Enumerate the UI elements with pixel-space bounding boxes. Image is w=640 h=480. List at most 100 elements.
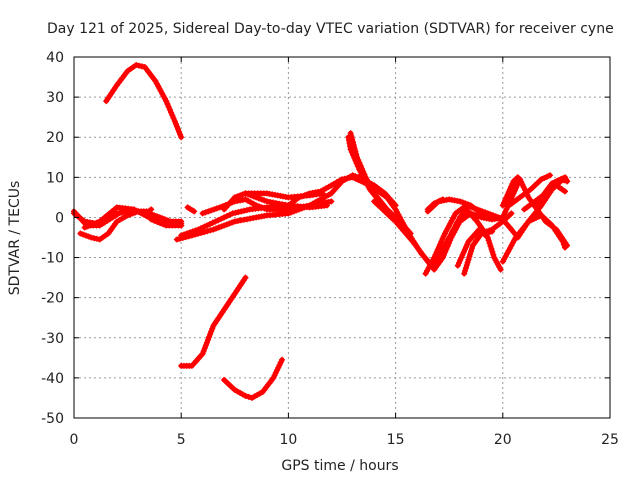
- data-point: [463, 243, 470, 250]
- data-point: [202, 342, 209, 349]
- x-tick-label: 15: [387, 432, 405, 448]
- trace-arc-11: [184, 204, 198, 215]
- y-tick-label: -50: [41, 411, 64, 427]
- data-point: [355, 177, 362, 183]
- data-point: [229, 219, 236, 226]
- data-point: [511, 187, 518, 194]
- data-point: [484, 234, 491, 241]
- data-point: [201, 345, 208, 352]
- data-point: [177, 131, 184, 138]
- y-tick-label: 0: [55, 210, 64, 226]
- data-point: [235, 209, 242, 216]
- y-tick-label: 40: [46, 50, 64, 66]
- data-point: [81, 224, 88, 231]
- data-point: [258, 204, 265, 211]
- y-tick-label: -30: [41, 331, 64, 347]
- data-point: [456, 259, 462, 266]
- x-axis-label: GPS time / hours: [281, 458, 398, 474]
- data-point: [84, 223, 91, 230]
- data-point: [88, 234, 95, 241]
- y-tick-label: 30: [46, 90, 64, 106]
- data-point: [213, 205, 220, 212]
- trace-line: [103, 62, 184, 140]
- y-tick-labels: -50 -40 -30 -20 -10 0 10 20 30 40: [41, 50, 64, 427]
- data-point: [454, 262, 461, 269]
- data-point: [348, 133, 355, 140]
- data-point: [242, 392, 249, 399]
- data-point: [206, 334, 213, 340]
- data-point: [538, 176, 545, 183]
- data-point: [350, 142, 357, 149]
- data-point: [285, 210, 292, 217]
- data-point: [255, 203, 262, 210]
- data-point: [497, 266, 504, 273]
- data-point: [357, 162, 364, 169]
- data-point: [154, 218, 161, 225]
- data-point: [459, 199, 466, 206]
- data-point: [258, 196, 265, 203]
- data-point: [189, 228, 196, 235]
- data-point: [298, 205, 305, 212]
- y-tick-label: -10: [41, 251, 64, 267]
- data-point: [201, 223, 208, 230]
- data-point: [528, 217, 535, 224]
- data-point: [93, 235, 100, 242]
- data-point: [508, 183, 515, 190]
- data-point: [501, 211, 507, 218]
- data-point: [223, 213, 230, 220]
- data-point: [203, 339, 210, 346]
- data-point: [547, 172, 553, 179]
- data-point: [562, 188, 568, 195]
- data-point: [499, 216, 506, 223]
- data-point: [183, 230, 190, 237]
- y-tick-label: 20: [46, 130, 64, 146]
- data-point: [204, 228, 211, 235]
- data-point: [510, 190, 517, 197]
- y-tick-label: -40: [41, 371, 64, 387]
- trace-arc-28: [499, 174, 521, 209]
- data-point: [298, 193, 305, 200]
- data-point: [226, 220, 233, 227]
- data-point: [465, 256, 472, 263]
- data-point: [490, 251, 497, 258]
- data-point: [157, 220, 164, 227]
- data-point: [351, 145, 358, 152]
- data-point: [513, 184, 520, 191]
- data-point: [90, 220, 97, 227]
- data-point: [564, 178, 571, 185]
- data-point: [202, 209, 209, 216]
- data-point: [163, 98, 170, 105]
- data-point: [481, 211, 487, 218]
- data-point: [564, 242, 571, 249]
- data-point: [169, 112, 176, 119]
- data-point: [201, 229, 208, 236]
- data-point: [241, 207, 248, 214]
- data-point: [436, 197, 443, 204]
- data-point: [440, 233, 447, 240]
- data-point: [186, 229, 193, 236]
- data-point: [504, 191, 511, 198]
- data-point: [178, 134, 185, 141]
- data-point: [361, 179, 368, 186]
- data-point: [178, 222, 185, 229]
- trace-arc-3: [221, 356, 285, 401]
- data-point: [508, 242, 515, 249]
- data-point: [485, 237, 492, 244]
- data-point: [503, 206, 510, 213]
- data-point: [541, 175, 548, 181]
- y-tick-label: -20: [41, 291, 64, 307]
- data-point: [483, 228, 490, 235]
- data-point: [279, 356, 285, 363]
- y-tick-label: 10: [46, 170, 64, 186]
- data-point: [218, 223, 225, 230]
- trace-arc-29: [506, 172, 553, 209]
- data-point: [173, 123, 180, 130]
- data-point: [483, 212, 490, 219]
- data-point: [242, 274, 249, 281]
- x-tick-labels: 0 5 10 15 20 25: [70, 432, 619, 448]
- data-point: [353, 151, 360, 158]
- data-point: [255, 195, 262, 202]
- data-point: [324, 202, 330, 209]
- data-point: [221, 222, 228, 229]
